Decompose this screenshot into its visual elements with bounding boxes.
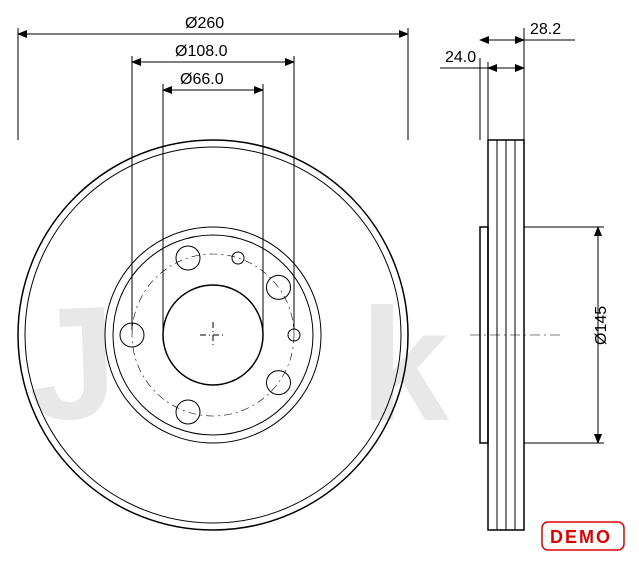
dim-width-inner: 24.0 — [440, 49, 524, 140]
demo-label: DEMO — [550, 527, 612, 547]
side-view — [470, 140, 560, 530]
watermark: J k — [25, 272, 450, 454]
pin-holes — [232, 252, 300, 341]
dim-d66-text: Ø66.0 — [180, 71, 224, 88]
dim-w282-text: 28.2 — [530, 21, 561, 38]
svg-text:J: J — [25, 272, 120, 454]
demo-stamp: DEMO — [542, 522, 624, 550]
dim-d145-text: Ø145 — [593, 306, 610, 345]
dim-w240-text: 24.0 — [445, 49, 476, 66]
dim-d260-text: Ø260 — [185, 15, 224, 32]
dim-d108-text: Ø108.0 — [175, 43, 228, 60]
dim-bore-diameter: Ø66.0 — [163, 71, 263, 330]
dim-width-outer: 28.2 — [480, 21, 575, 140]
